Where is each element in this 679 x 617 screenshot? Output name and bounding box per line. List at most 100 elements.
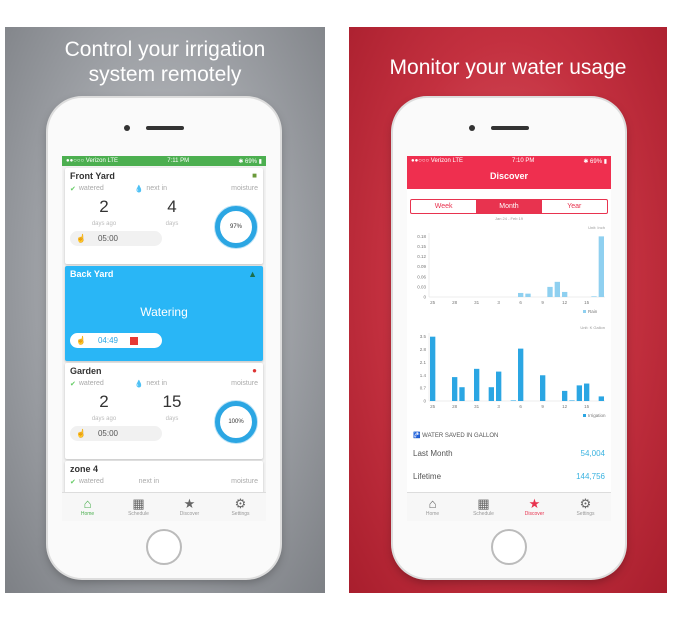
tab-schedule[interactable]: ▦ Schedule [113, 493, 164, 521]
home-button [146, 529, 182, 565]
irrigation-chart: Unit: K Gallon 0 0.7 1.4 2.1 2.8 3.5 25 28 31 3 6 9 1… [420, 325, 606, 418]
y-tick-label: 0.09 [417, 264, 426, 269]
next-label: next in [138, 478, 160, 485]
carrier: ●●○○○ Verizon LTE [411, 158, 464, 164]
last-month-label: Last Month [413, 449, 453, 458]
tab-home[interactable]: ⌂ Home [62, 493, 113, 521]
watered-label: watered [78, 380, 104, 387]
x-tick-label: 6 [519, 300, 522, 305]
bar [474, 368, 480, 401]
start-time-pill[interactable]: ☝ 05:00 [70, 426, 162, 441]
tab-label: Discover [524, 511, 545, 517]
start-time-pill[interactable]: ☝ 05:00 [70, 231, 162, 246]
bar [518, 292, 524, 297]
x-tick-label: 12 [562, 404, 568, 409]
watered-label: watered [78, 478, 104, 485]
stop-button[interactable] [130, 336, 138, 345]
legend-label: Rain [588, 309, 598, 314]
flower-icon: ● [252, 366, 257, 375]
y-tick-label: 0.15 [417, 244, 426, 249]
legend-swatch [583, 414, 586, 417]
page-title: Discover [489, 171, 529, 181]
headline: Monitor your water usage [389, 56, 627, 79]
tab-discover[interactable]: ★ Discover [509, 493, 560, 521]
last-month-value: 54,004 [580, 449, 605, 458]
gear-icon: ⚙ [579, 496, 592, 511]
status-bar: ●●○○○ Verizon LTE 7:11 PM ✱ 69% ▮ [62, 156, 266, 166]
drop-icon: 💧 [134, 186, 144, 193]
y-tick-label: 0.7 [420, 386, 427, 391]
status-bar: ●●○○○ Verizon LTE 7:10 PM ✱ 69% ▮ [407, 156, 611, 166]
irrigation-screen: ●●○○○ Verizon LTE 7:11 PM ✱ 69% ▮ Front Ya… [62, 156, 266, 521]
zone-name: Garden [70, 366, 102, 376]
calendar-icon: ▦ [477, 496, 490, 511]
tab-settings[interactable]: ⚙ Settings [560, 493, 611, 521]
zone-card-front-yard[interactable]: Front Yard ■ ✔ watered 💧 next in moisture 2 4… [65, 168, 263, 264]
days-label: days [165, 221, 179, 227]
y-tick-label: 0 [423, 399, 426, 404]
y-tick-label: 3.5 [420, 334, 427, 339]
home-button [491, 529, 527, 565]
x-tick-label: 25 [430, 404, 436, 409]
segment-week[interactable]: Week [434, 203, 453, 210]
tab-home[interactable]: ⌂ Home [407, 493, 458, 521]
y-tick-label: 0.12 [417, 254, 426, 259]
tab-schedule[interactable]: ▦ Schedule [458, 493, 509, 521]
x-tick-label: 12 [562, 300, 568, 305]
bar [547, 286, 553, 297]
moisture-ring: 97% [215, 206, 257, 248]
headline-line2: system remotely [88, 63, 242, 86]
headline-line1: Control your irrigation [64, 38, 266, 61]
saved-title: WATER SAVED IN GALLON [422, 433, 499, 439]
y-tick-label: 1.4 [420, 373, 427, 378]
x-tick-label: 9 [541, 404, 544, 409]
bar [598, 396, 604, 401]
tree-icon: ▲ [248, 269, 257, 279]
bar [496, 371, 502, 401]
watering-status: Watering [140, 305, 188, 319]
lifetime-value: 144,756 [576, 472, 605, 481]
y-tick-label: 2.1 [420, 360, 427, 365]
tab-label: Settings [576, 511, 595, 517]
water-saved-heading: 🚰 WATER SAVED IN GALLON [407, 428, 611, 443]
bar [540, 375, 546, 401]
tab-label: Settings [231, 511, 250, 517]
bar [518, 348, 524, 401]
timer-pill[interactable]: ☝ 04:49 [70, 333, 162, 348]
rain-chart: Unit: Inch 0 0.03 0.06 0.09 0.12 0.15 0.18 25 28 3… [417, 225, 605, 314]
x-tick-label: 25 [430, 300, 436, 305]
y-tick-label: 0.18 [417, 234, 426, 239]
tab-label: Discover [179, 511, 200, 517]
bar [452, 377, 458, 401]
bar [591, 296, 597, 297]
star-icon: ★ [183, 496, 196, 511]
next-label: next in [146, 185, 168, 192]
drop-icon: 💧 [134, 381, 144, 388]
x-tick-label: 28 [452, 300, 458, 305]
start-time: 05:00 [97, 234, 118, 243]
watered-label: watered [78, 185, 104, 192]
check-icon: ✔ [70, 479, 76, 486]
legend-label: Irrigation [588, 413, 606, 418]
tab-label: Schedule [128, 511, 149, 517]
tab-discover[interactable]: ★ Discover [164, 493, 215, 521]
moisture-label: moisture [231, 380, 258, 387]
calendar-icon: ▦ [132, 496, 145, 511]
battery: ✱ 69% ▮ [583, 158, 607, 165]
x-tick-label: 15 [584, 404, 590, 409]
bar [569, 400, 575, 401]
bar [459, 387, 465, 401]
time: 7:11 PM [167, 158, 190, 164]
left-promo-panel: Control your irrigation system remotely … [5, 27, 325, 593]
period-selector: Week Month Year [410, 199, 608, 214]
x-tick-label: 3 [497, 300, 500, 305]
segment-year[interactable]: Year [567, 203, 582, 210]
segment-month[interactable]: Month [476, 200, 542, 213]
tab-settings[interactable]: ⚙ Settings [215, 493, 266, 521]
zone-card-back-yard[interactable]: Back Yard ▲ Watering ☝ 04:49 [65, 266, 263, 361]
faucet-icon: 🚰 [413, 433, 421, 439]
plant-icon: ■ [252, 171, 257, 180]
zone-card-garden[interactable]: Garden ● ✔ watered 💧 next in moisture 2 15 da… [65, 363, 263, 459]
bar [554, 281, 560, 297]
x-tick-label: 3 [497, 404, 500, 409]
